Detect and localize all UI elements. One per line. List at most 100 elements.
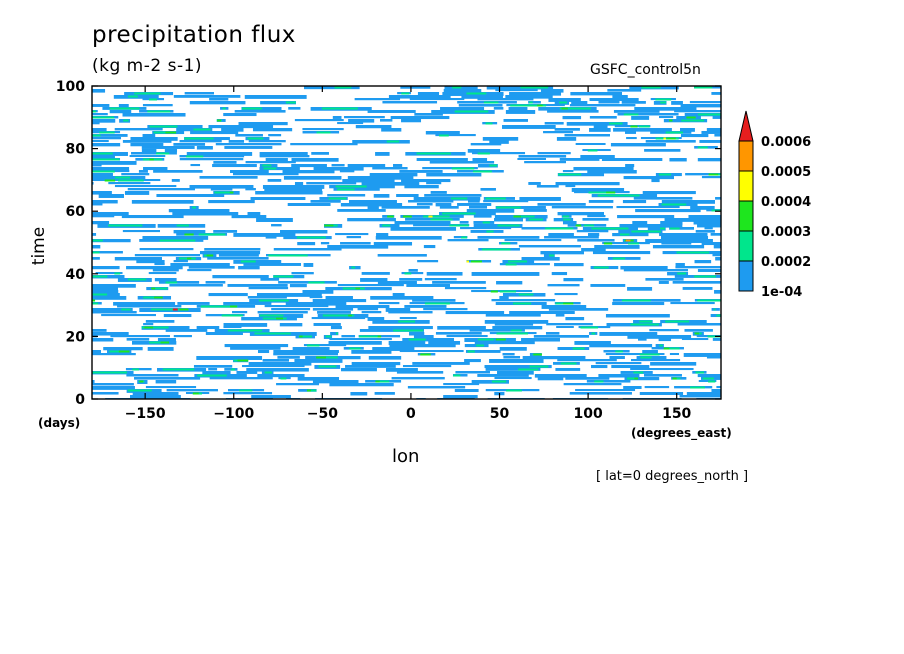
precip-cell: [713, 245, 721, 249]
precip-cell: [562, 215, 570, 218]
precip-cell: [720, 284, 721, 287]
precip-cell: [628, 242, 639, 245]
precip-cell: [672, 281, 721, 284]
precip-cell: [681, 338, 709, 341]
precip-cell: [329, 383, 394, 387]
precip-cell: [565, 317, 585, 321]
precip-cell: [598, 374, 640, 378]
precip-cell: [669, 227, 695, 230]
precip-cell: [372, 347, 415, 351]
precip-cell: [310, 200, 341, 203]
precip-cell: [701, 176, 721, 179]
precip-cell: [679, 395, 721, 398]
precip-cell: [697, 146, 708, 149]
precip-cell: [172, 212, 239, 216]
precip-cell: [471, 380, 510, 384]
precip-cell: [262, 164, 272, 167]
precip-cell: [92, 89, 106, 93]
precip-cell: [416, 152, 451, 155]
precip-cell: [607, 89, 642, 92]
precip-cell: [503, 119, 529, 122]
precip-cell: [256, 293, 322, 297]
precip-cell: [467, 200, 480, 203]
precip-cell: [587, 215, 606, 218]
precip-cell: [707, 335, 721, 338]
precip-cell: [455, 371, 490, 374]
precip-cell: [404, 305, 447, 308]
precip-cell: [163, 314, 192, 318]
precip-cell: [316, 131, 331, 134]
precip-cell: [534, 374, 587, 378]
precip-cell: [551, 272, 568, 276]
precip-cell: [223, 113, 257, 117]
precip-cell: [223, 326, 242, 329]
precip-cell: [644, 374, 682, 377]
x-tick-label: −150: [125, 406, 166, 422]
colorbar-label: 0.0005: [761, 165, 811, 180]
precip-cell: [382, 224, 391, 227]
precip-cell: [330, 332, 339, 336]
precip-cell: [312, 299, 367, 303]
precip-cell: [496, 206, 521, 209]
precip-cell: [659, 116, 674, 119]
precip-cell: [644, 149, 681, 152]
precip-cell: [280, 230, 328, 234]
precip-cell: [114, 128, 163, 131]
precip-cell: [148, 272, 177, 275]
precip-cell: [341, 335, 356, 338]
precip-cell: [394, 221, 451, 225]
precip-cell: [672, 377, 677, 380]
precip-cell: [298, 335, 313, 338]
precip-cell: [443, 383, 480, 386]
precip-cell: [92, 134, 128, 137]
precip-cell: [290, 143, 358, 146]
precip-cell: [390, 227, 457, 231]
precip-cell: [103, 347, 143, 351]
precip-cell: [445, 311, 505, 315]
precip-cell: [581, 248, 606, 252]
precip-cell: [544, 236, 599, 239]
precip-cell: [276, 383, 320, 386]
precip-cell: [693, 221, 721, 225]
precip-cell: [669, 353, 680, 356]
precip-cell: [428, 215, 433, 218]
precip-cell: [694, 260, 712, 264]
chart-title: precipitation flux: [92, 22, 296, 48]
precip-cell: [150, 308, 183, 311]
precip-cell: [473, 215, 492, 218]
precip-cell: [601, 158, 663, 162]
precip-cell: [470, 260, 482, 263]
precip-cell: [681, 119, 705, 122]
y-axis-unit: (days): [38, 416, 81, 430]
precip-cell: [499, 290, 517, 293]
precip-cell: [377, 281, 417, 285]
colorbar-segment: [738, 260, 754, 292]
precip-cell: [701, 131, 721, 134]
precip-cell: [626, 137, 637, 140]
precip-cell: [716, 386, 721, 389]
colorbar-segment: [738, 200, 754, 232]
precip-cell: [660, 227, 666, 230]
precip-cell: [238, 266, 260, 270]
precip-cell: [580, 326, 599, 329]
precip-cell: [73, 261, 81, 263]
precip-cell: [548, 233, 574, 237]
precip-cell: [223, 302, 272, 305]
precip-cell: [432, 281, 486, 284]
precip-cell: [92, 167, 130, 171]
precip-cell: [143, 296, 162, 299]
precip-cell: [695, 230, 715, 233]
precip-cell: [402, 215, 412, 218]
precip-cell: [663, 347, 670, 350]
precip-cell: [358, 335, 381, 338]
precip-cell: [92, 299, 96, 302]
precip-cell: [466, 209, 515, 213]
precip-cell: [123, 119, 129, 122]
precip-cell: [683, 353, 721, 357]
precip-cell: [480, 188, 496, 191]
precip-cell: [697, 158, 721, 162]
precip-cell: [186, 152, 253, 156]
precip-cell: [597, 194, 640, 197]
colorbar-label: 0.0002: [761, 255, 811, 270]
precip-cell: [623, 386, 642, 389]
